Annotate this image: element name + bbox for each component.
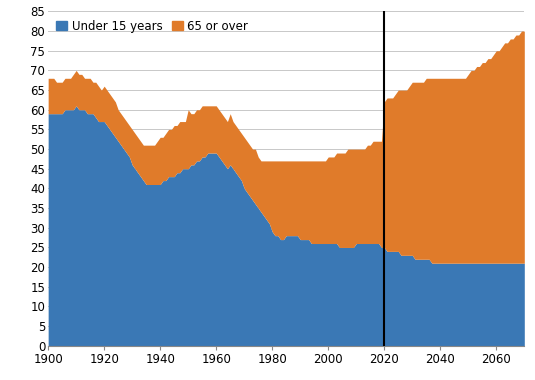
Legend: Under 15 years, 65 or over: Under 15 years, 65 or over [54,17,250,35]
